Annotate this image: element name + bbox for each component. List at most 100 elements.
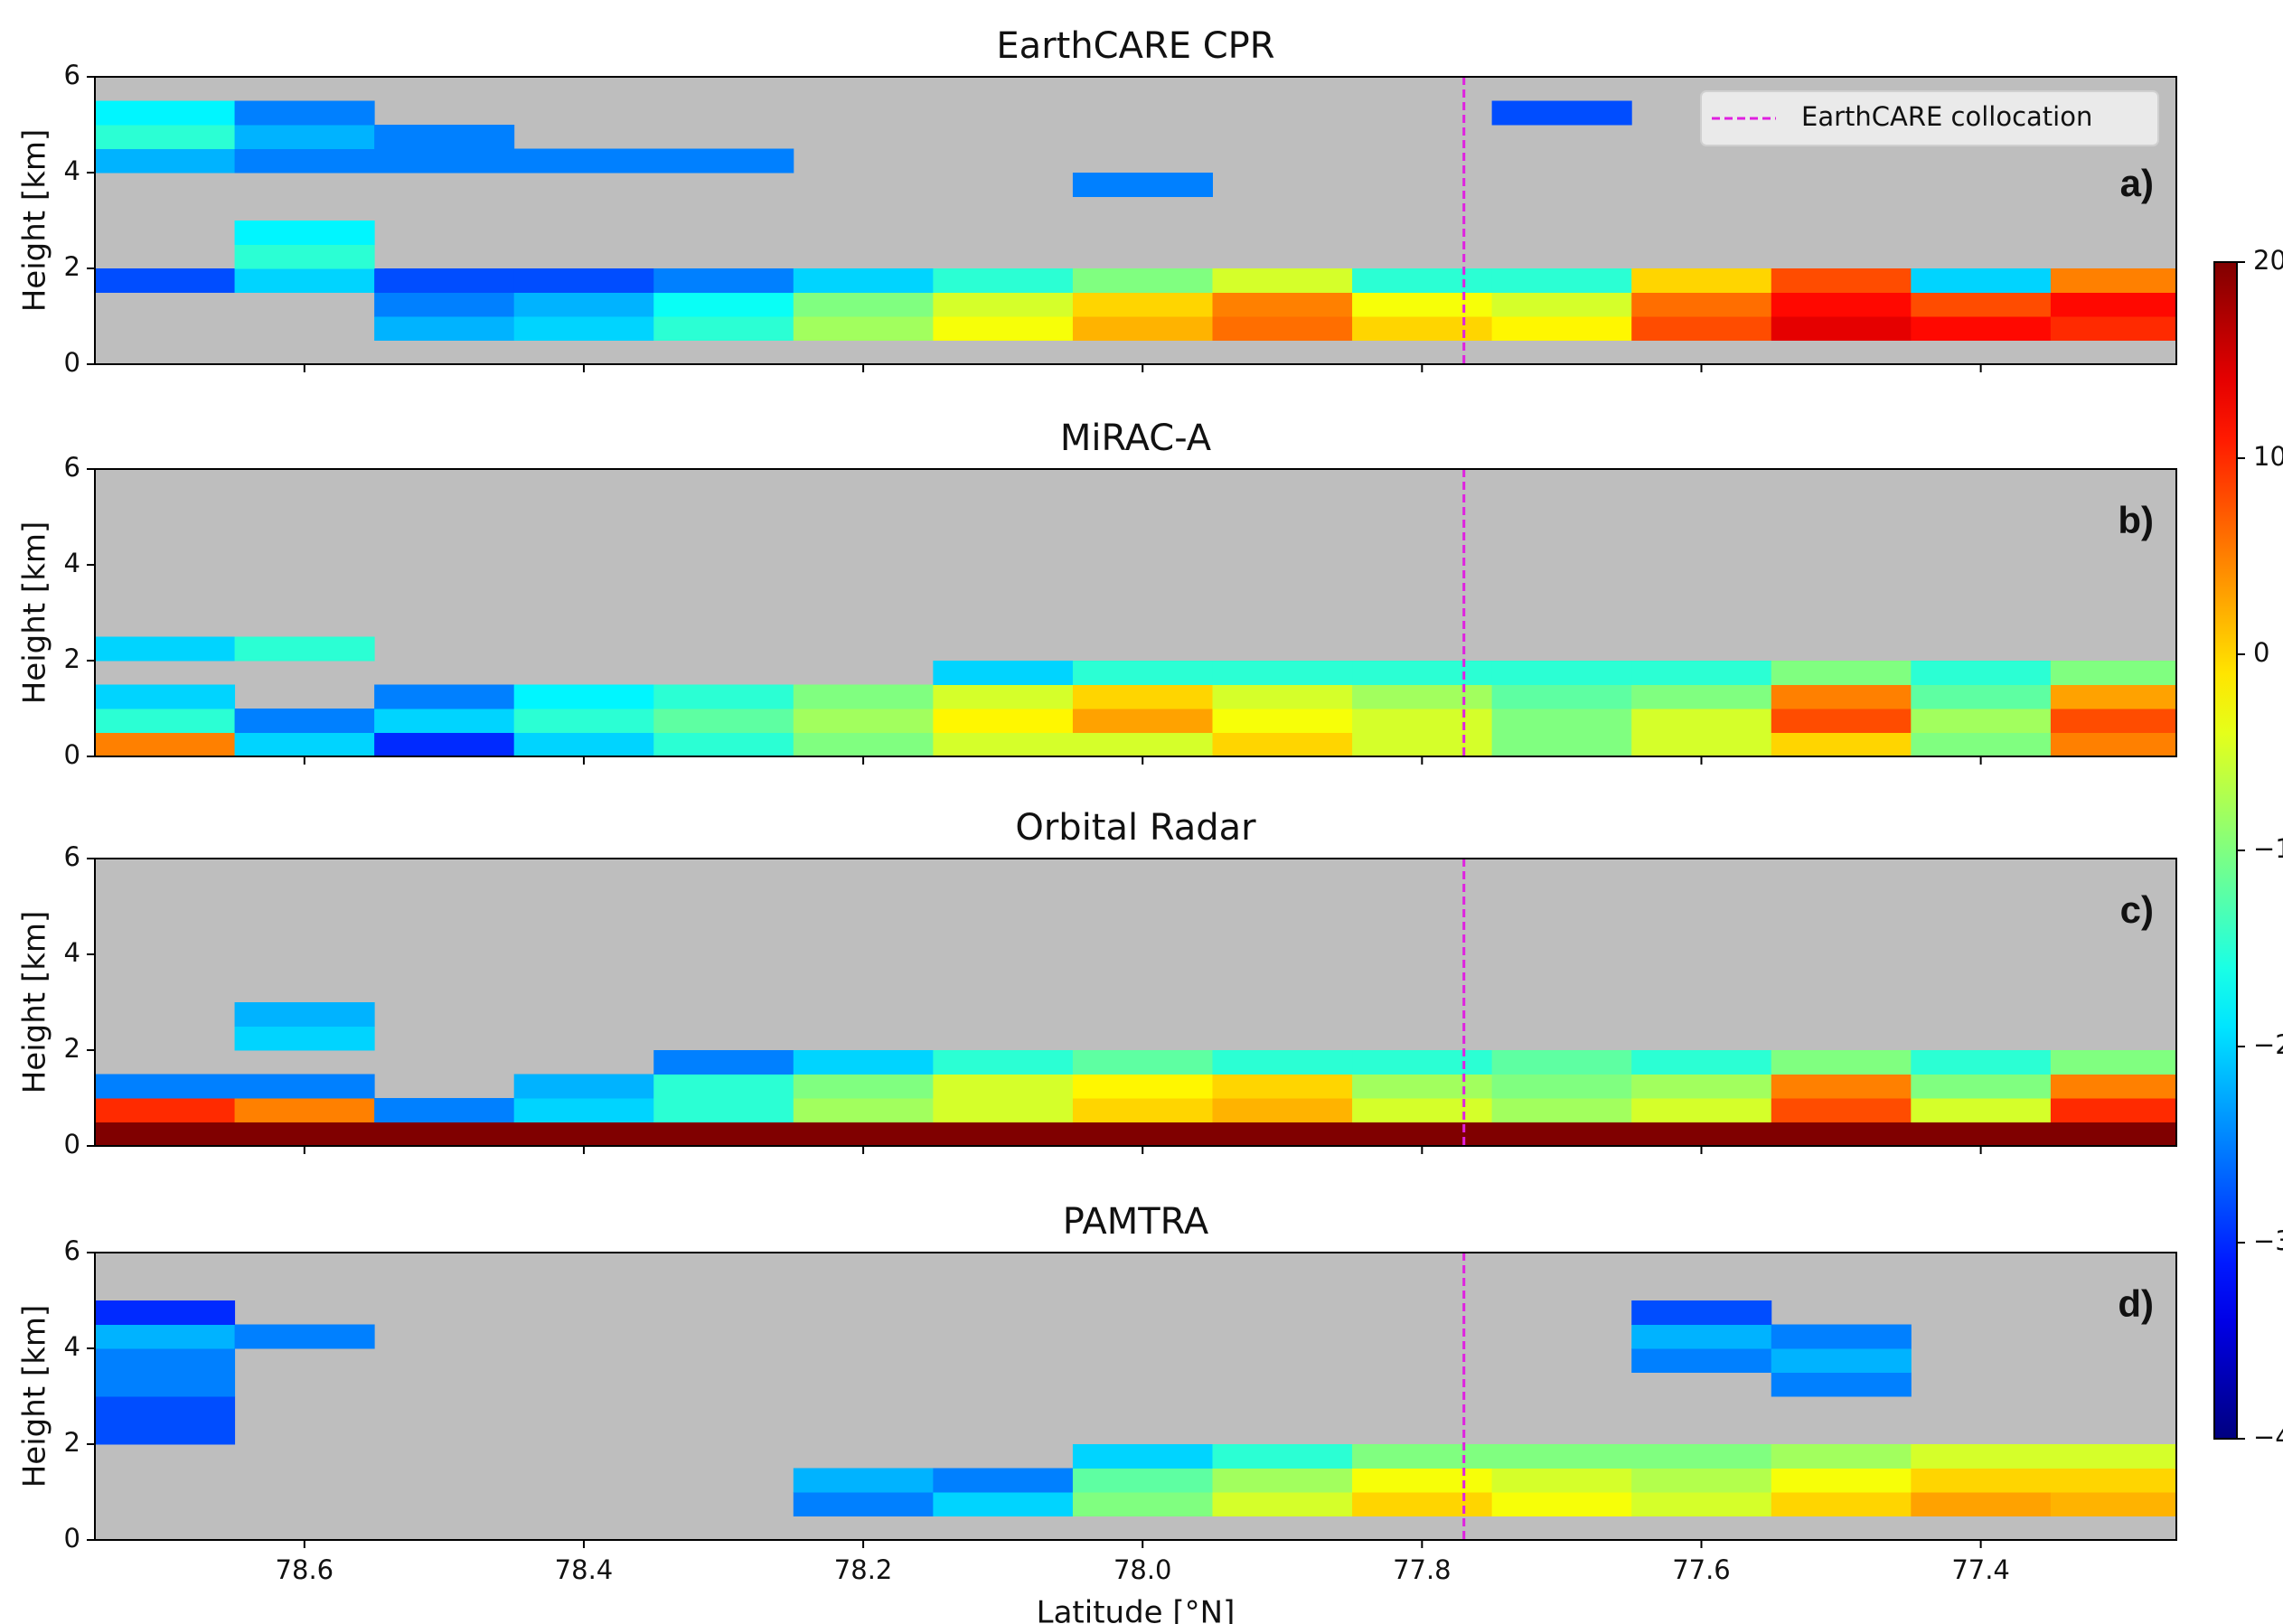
- heatmap-cell: [1492, 1075, 1632, 1099]
- heatmap-cell: [1771, 1373, 1912, 1397]
- y-tick-label: 4: [64, 548, 80, 578]
- y-tick-label: 0: [64, 739, 80, 770]
- heatmap-cell: [1073, 268, 1213, 293]
- heatmap-cell: [794, 685, 934, 709]
- heatmap-cell: [1352, 1075, 1492, 1099]
- heatmap-cell: [1073, 685, 1213, 709]
- heatmap-cell: [794, 1492, 934, 1516]
- heatmap-cell: [1631, 1075, 1771, 1099]
- heatmap-cell: [1771, 661, 1912, 685]
- heatmap-cell: [1492, 1492, 1632, 1516]
- heatmap-cell: [1073, 1098, 1213, 1122]
- heatmap-cell: [1073, 1122, 1213, 1147]
- colorbar: [2214, 262, 2237, 1439]
- heatmap-cell: [1213, 1098, 1353, 1122]
- heatmap-cell: [1213, 709, 1353, 733]
- y-axis-label: Height [km]: [17, 1305, 53, 1488]
- panel-title: Orbital Radar: [1015, 807, 1256, 849]
- heatmap-cell: [1213, 316, 1353, 341]
- heatmap-cell: [1631, 1348, 1771, 1373]
- y-tick-label: 6: [64, 841, 80, 872]
- heatmap-cell: [1213, 268, 1353, 293]
- y-tick-label: 4: [64, 1331, 80, 1362]
- heatmap-cell: [235, 125, 375, 149]
- heatmap-cell: [1073, 173, 1213, 197]
- heatmap-cell: [95, 1098, 235, 1122]
- panel-label: b): [2118, 499, 2154, 541]
- heatmap-cell: [514, 709, 654, 733]
- heatmap-cell: [1213, 293, 1353, 317]
- heatmap-cell: [1492, 733, 1632, 757]
- heatmap-cell: [1073, 709, 1213, 733]
- heatmap-cell: [1771, 1325, 1912, 1349]
- heatmap-cell: [2051, 1444, 2177, 1469]
- heatmap-cell: [1213, 1469, 1353, 1493]
- heatmap-cell: [933, 733, 1073, 757]
- panel-label: a): [2120, 162, 2154, 204]
- heatmap-cell: [794, 733, 934, 757]
- heatmap-cell: [1492, 1469, 1632, 1493]
- heatmap-cell: [1352, 1444, 1492, 1469]
- heatmap-cell: [1352, 661, 1492, 685]
- heatmap-cell: [1771, 733, 1912, 757]
- heatmap-cell: [235, 1122, 375, 1147]
- heatmap-cell: [235, 733, 375, 757]
- heatmap-cell: [2051, 1492, 2177, 1516]
- heatmap-cell: [1911, 733, 2051, 757]
- heatmap-cell: [1352, 316, 1492, 341]
- heatmap-cell: [2051, 1050, 2177, 1075]
- heatmap-cell: [653, 685, 794, 709]
- heatmap-cell: [933, 709, 1073, 733]
- heatmap-cell: [794, 1469, 934, 1493]
- heatmap-cell: [2051, 733, 2177, 757]
- heatmap-cell: [95, 101, 235, 126]
- heatmap-cell: [374, 709, 514, 733]
- heatmap-cell: [1213, 1075, 1353, 1099]
- heatmap-cell: [95, 1396, 235, 1421]
- heatmap-cell: [1352, 268, 1492, 293]
- heatmap-cell: [1911, 316, 2051, 341]
- heatmap-cell: [514, 1075, 654, 1099]
- heatmap-cell: [374, 733, 514, 757]
- heatmap-cell: [95, 637, 235, 662]
- heatmap-cell: [1771, 709, 1912, 733]
- y-tick-label: 0: [64, 1129, 80, 1159]
- y-tick-label: 2: [64, 1427, 80, 1458]
- heatmap-cell: [1631, 733, 1771, 757]
- y-tick-label: 4: [64, 155, 80, 186]
- heatmap-cell: [1631, 268, 1771, 293]
- heatmap-cell: [95, 1325, 235, 1349]
- heatmap-cell: [95, 733, 235, 757]
- heatmap-cell: [653, 316, 794, 341]
- heatmap-cell: [1911, 1444, 2051, 1469]
- colorbar-tick-label: −20: [2253, 1029, 2283, 1060]
- heatmap-cell: [933, 1122, 1073, 1147]
- heatmap-cell: [514, 685, 654, 709]
- heatmap-cell: [374, 316, 514, 341]
- heatmap-cell: [1492, 101, 1632, 126]
- y-axis-label: Height [km]: [17, 911, 53, 1094]
- colorbar-tick-label: −40: [2253, 1422, 2283, 1452]
- heatmap-cell: [235, 149, 375, 174]
- x-axis-label: Latitude [°N]: [1037, 1595, 1235, 1624]
- heatmap-cell: [1911, 1098, 2051, 1122]
- heatmap-cell: [1631, 1492, 1771, 1516]
- heatmap-cell: [933, 293, 1073, 317]
- heatmap-cell: [1073, 316, 1213, 341]
- x-tick-label: 77.4: [1951, 1554, 2010, 1585]
- heatmap-cell: [514, 268, 654, 293]
- heatmap-cell: [235, 101, 375, 126]
- heatmap-cell: [1492, 709, 1632, 733]
- heatmap-cell: [1771, 1469, 1912, 1493]
- heatmap-cell: [374, 268, 514, 293]
- heatmap-cell: [933, 316, 1073, 341]
- heatmap-cell: [1631, 661, 1771, 685]
- heatmap-cell: [1352, 709, 1492, 733]
- panel-title: PAMTRA: [1063, 1201, 1209, 1243]
- heatmap-cell: [1492, 1050, 1632, 1075]
- heatmap-cell: [1213, 1492, 1353, 1516]
- heatmap-cell: [794, 268, 934, 293]
- heatmap-cell: [1352, 1492, 1492, 1516]
- heatmap-cell: [1073, 1469, 1213, 1493]
- heatmap-cell: [1911, 1122, 2051, 1147]
